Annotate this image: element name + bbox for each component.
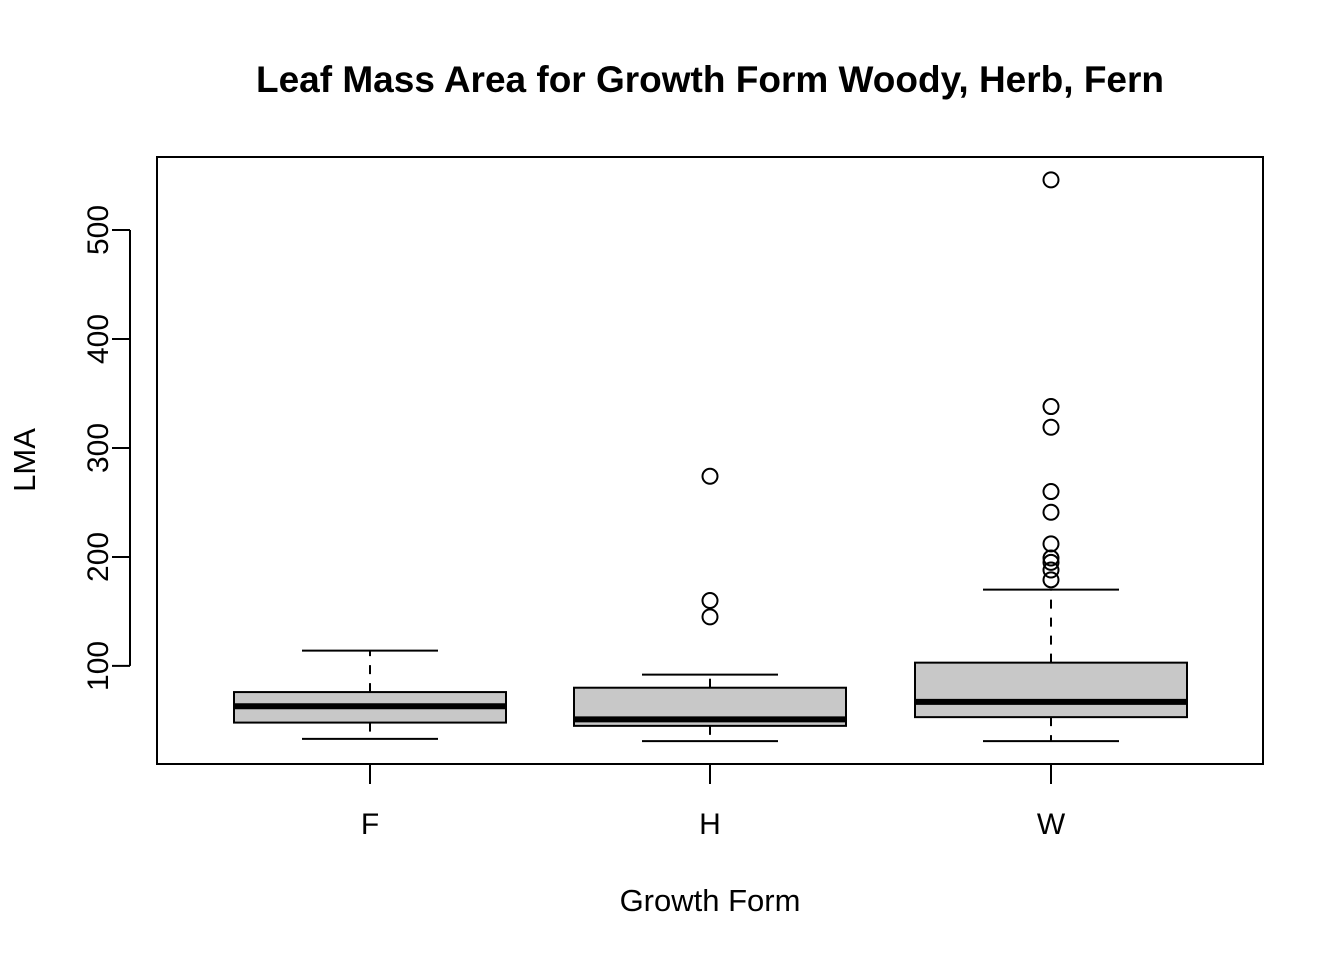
outlier-point <box>1042 503 1060 521</box>
box-H <box>573 467 847 743</box>
y-tick-label: 500 <box>82 205 115 255</box>
outlier-point <box>1042 553 1060 571</box>
x-axis-label: Growth Form <box>620 883 801 918</box>
x-tick-label-W: W <box>1037 808 1066 841</box>
chart-title: Leaf Mass Area for Growth Form Woody, He… <box>256 59 1164 100</box>
outlier-point <box>701 608 719 626</box>
outlier-point <box>701 467 719 485</box>
box-F <box>233 649 507 740</box>
outlier-point <box>1042 535 1060 553</box>
box-iqr <box>914 661 1188 719</box>
outlier-point <box>1042 561 1060 579</box>
x-tick-label-H: H <box>699 808 721 841</box>
outlier-point <box>1042 171 1060 189</box>
outlier-point <box>1042 571 1060 589</box>
y-axis: 100 200 300 400 500 <box>82 205 131 691</box>
x-tick-label-F: F <box>361 808 379 841</box>
y-tick-label: 200 <box>82 532 115 582</box>
outlier-point <box>701 592 719 610</box>
outlier-point <box>1042 398 1060 416</box>
box-W <box>914 171 1188 743</box>
y-tick-label: 100 <box>82 641 115 691</box>
y-tick-label: 400 <box>82 314 115 364</box>
outlier-point <box>1042 483 1060 501</box>
boxes <box>233 171 1188 743</box>
y-tick-label: 300 <box>82 423 115 473</box>
y-axis-label: LMA <box>7 428 42 492</box>
outlier-point <box>1042 418 1060 436</box>
